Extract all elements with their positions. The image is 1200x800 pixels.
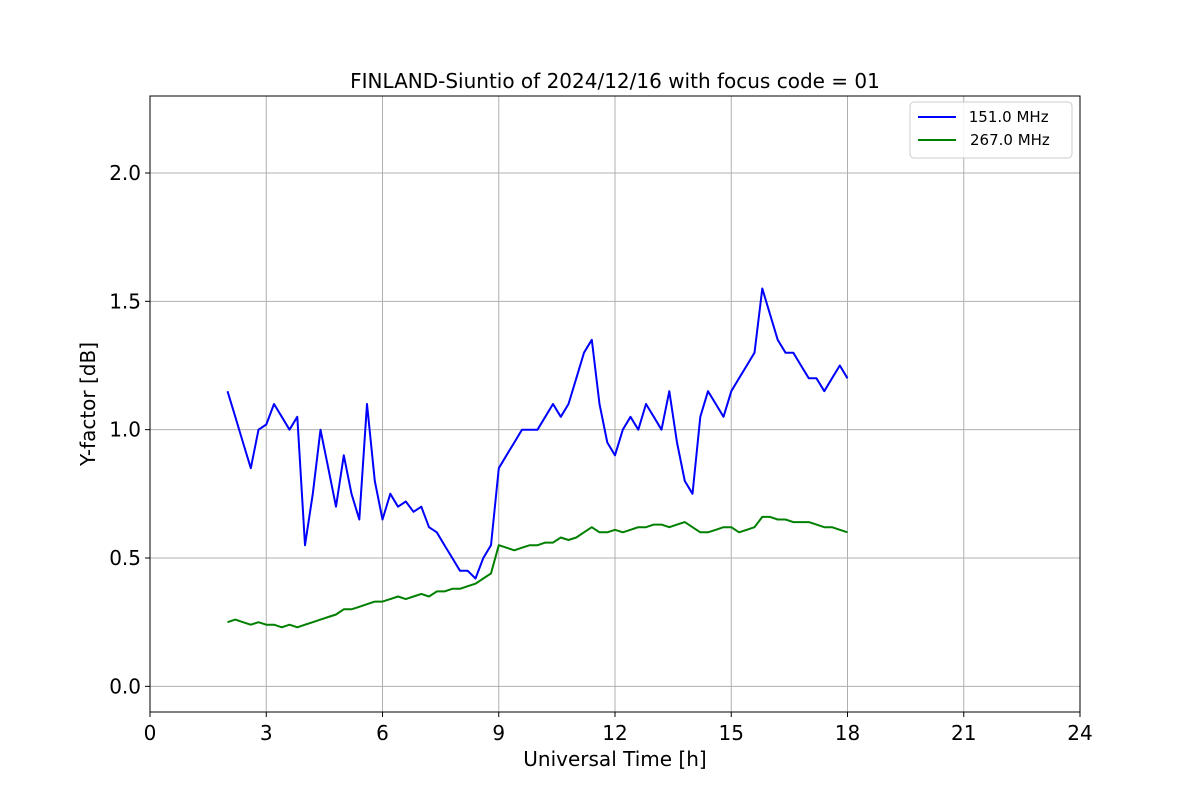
x-tick-label: 21 xyxy=(951,721,976,745)
y-tick-label: 1.5 xyxy=(109,289,141,313)
legend: 151.0 MHz 267.0 MHz xyxy=(909,101,1073,159)
y-axis: 0.0 0.5 1.0 1.5 2.0 xyxy=(109,161,150,698)
x-tick-label: 6 xyxy=(376,721,389,745)
x-tick-label: 15 xyxy=(719,721,744,745)
series-layer xyxy=(226,287,849,629)
y-tick-label: 2.0 xyxy=(109,161,141,185)
legend-label-267mhz: 267.0 MHz xyxy=(970,131,1050,149)
x-axis-label: Universal Time [h] xyxy=(523,747,706,771)
legend-label-151mhz: 151.0 MHz xyxy=(964,108,1049,126)
x-tick-label: 0 xyxy=(144,721,157,745)
series-line-267mhz xyxy=(227,515,848,629)
y-tick-label: 0.0 xyxy=(109,674,141,698)
y-tick-label: 0.5 xyxy=(109,546,141,570)
x-axis: 0 3 6 9 12 15 18 21 24 xyxy=(144,712,1093,745)
y-tick-label: 1.0 xyxy=(109,418,141,442)
x-tick-label: 18 xyxy=(835,721,860,745)
chart-title: FINLAND-Siuntio of 2024/12/16 with focus… xyxy=(350,69,880,93)
x-tick-label: 9 xyxy=(492,721,505,745)
x-tick-label: 12 xyxy=(602,721,627,745)
series-line-151mhz xyxy=(226,287,849,580)
y-axis-label: Y-factor [dB] xyxy=(76,342,100,467)
x-tick-label: 3 xyxy=(260,721,273,745)
x-tick-label: 24 xyxy=(1067,721,1092,745)
